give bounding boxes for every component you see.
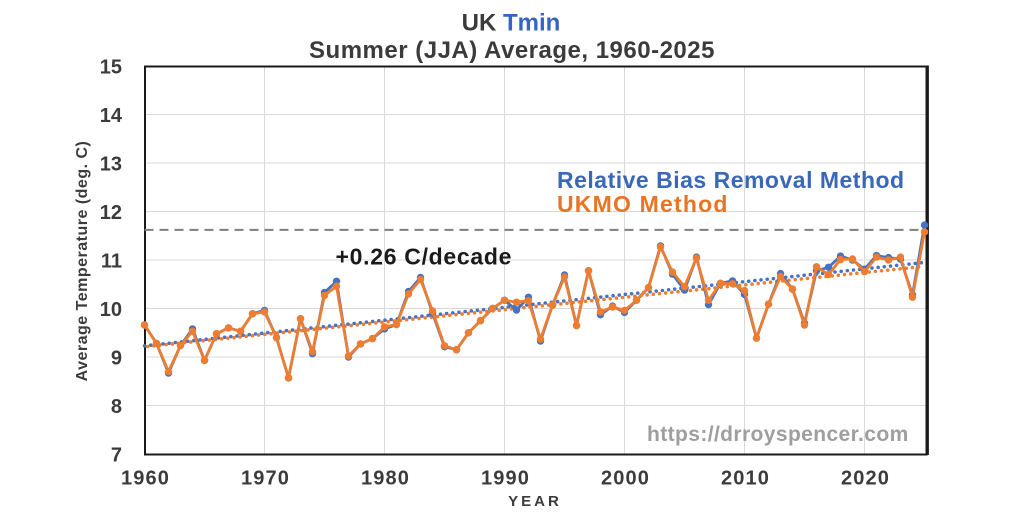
svg-text:11: 11 [101,251,122,273]
svg-text:+0.26 C/decade: +0.26 C/decade [336,244,513,270]
svg-text:2010: 2010 [721,468,770,490]
svg-text:14: 14 [100,105,123,127]
svg-text:7: 7 [111,445,122,467]
svg-text:https://drroyspencer.com: https://drroyspencer.com [647,423,909,446]
svg-text:1960: 1960 [121,468,170,490]
svg-text:1970: 1970 [241,468,290,490]
svg-text:10: 10 [100,299,122,321]
svg-text:12: 12 [100,202,122,224]
svg-text:2000: 2000 [601,468,650,490]
svg-text:13: 13 [100,154,122,176]
svg-text:YEAR: YEAR [508,493,562,510]
svg-text:Summer (JJA) Average, 1960-202: Summer (JJA) Average, 1960-2025 [309,37,715,64]
svg-text:9: 9 [111,348,122,370]
svg-text:UK Tmin: UK Tmin [462,10,561,37]
svg-text:Relative Bias Removal Method: Relative Bias Removal Method [557,167,905,193]
svg-text:1980: 1980 [361,468,410,490]
svg-text:1990: 1990 [481,468,530,490]
svg-text:UKMO Method: UKMO Method [557,191,729,217]
svg-text:Average Temperature (deg. C): Average Temperature (deg. C) [74,141,91,382]
svg-text:15: 15 [100,57,122,79]
svg-text:8: 8 [111,396,122,418]
svg-text:2020: 2020 [841,468,890,490]
